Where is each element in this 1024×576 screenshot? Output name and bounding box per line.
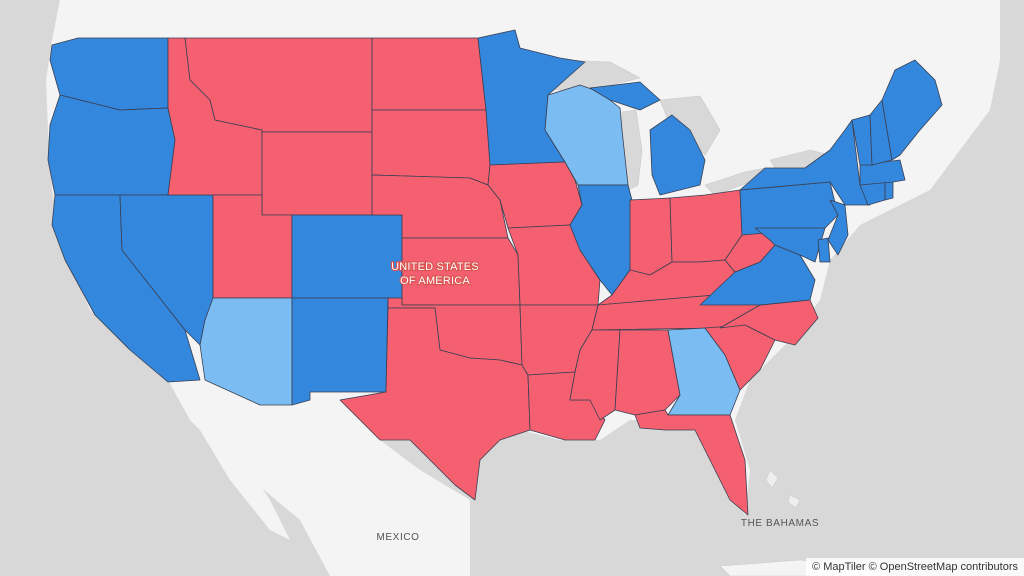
country-label-line2: OF AMERICA (400, 275, 470, 287)
state-maryland[interactable] (754, 227, 826, 263)
state-maine[interactable] (881, 59, 943, 161)
state-illinois[interactable] (569, 184, 633, 296)
state-mississippi[interactable] (569, 329, 621, 421)
state-indiana[interactable] (629, 197, 673, 276)
mexico-label: MEXICO (376, 532, 419, 543)
state-wisconsin[interactable] (544, 84, 629, 186)
canada-land (60, 0, 1000, 165)
state-pennsylvania[interactable] (739, 181, 839, 236)
bahamas-label: THE BAHAMAS (741, 518, 819, 529)
state-colorado[interactable] (291, 214, 403, 299)
state-oregon[interactable] (47, 94, 176, 196)
state-wyoming[interactable] (261, 131, 373, 216)
states-layer (47, 29, 943, 516)
pacific-ocean (0, 0, 330, 576)
country-label-line1: UNITED STATES (391, 261, 479, 273)
baja-peninsula (168, 380, 290, 540)
state-michigan[interactable] (589, 81, 706, 196)
state-delaware[interactable] (817, 237, 831, 263)
state-rhode-island[interactable] (884, 181, 894, 201)
state-new-mexico[interactable] (291, 297, 389, 406)
state-south-dakota[interactable] (371, 109, 491, 186)
state-north-dakota[interactable] (371, 37, 487, 111)
bahamas-islands (765, 469, 801, 509)
state-texas[interactable] (339, 307, 531, 501)
state-massachusetts[interactable] (859, 159, 906, 186)
map-attribution[interactable]: © MapTiler © OpenStreetMap contributors (806, 558, 1024, 576)
state-florida[interactable] (634, 409, 749, 516)
